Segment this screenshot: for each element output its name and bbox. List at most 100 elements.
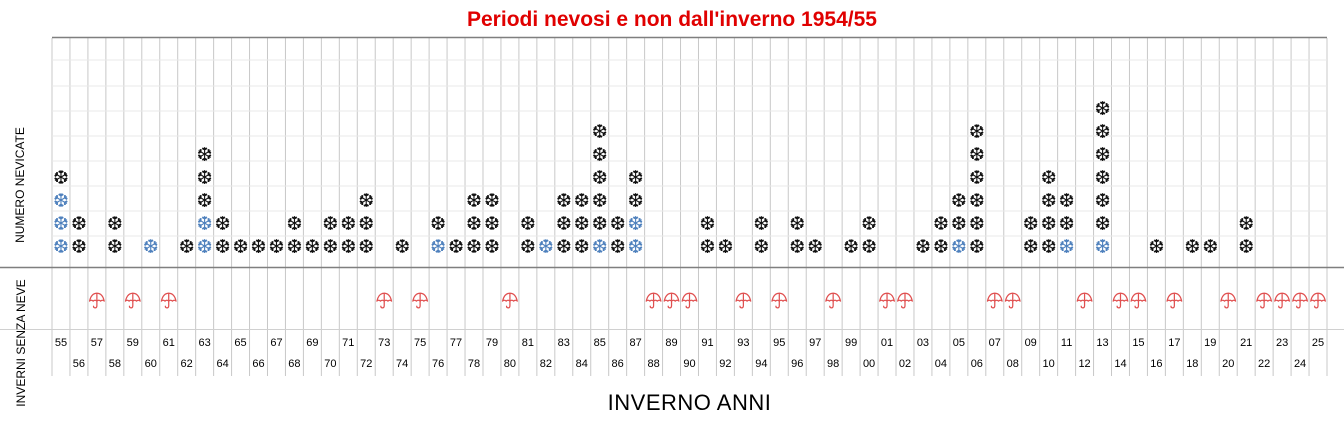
x-tick-label: 65 bbox=[234, 337, 246, 349]
snowflake-icon: ❆ bbox=[286, 236, 302, 258]
x-tick-label: 67 bbox=[270, 337, 282, 349]
x-tick-label: 11 bbox=[1061, 337, 1072, 349]
x-tick-label: 63 bbox=[199, 337, 211, 349]
snowflake-icon: ❆ bbox=[520, 213, 536, 235]
x-tick-label: 13 bbox=[1096, 337, 1108, 349]
snowflake-icon: ❆ bbox=[233, 236, 249, 258]
snowflake-icon: ❆ bbox=[1041, 190, 1057, 212]
snowflake-icon: ❆ bbox=[969, 236, 985, 258]
snowflake-icon: ❆ bbox=[1095, 167, 1111, 189]
umbrella-icon bbox=[663, 292, 680, 309]
chart-gridlines bbox=[51, 38, 1328, 376]
x-tick-label: 12 bbox=[1078, 358, 1090, 370]
snowflake-icon: ❆ bbox=[197, 144, 213, 166]
snowflake-icon: ❆ bbox=[286, 213, 302, 235]
x-tick-label: 94 bbox=[755, 358, 767, 370]
section-separators bbox=[0, 36, 1344, 330]
snowflake-icon: ❆ bbox=[53, 167, 69, 189]
x-tick-label: 79 bbox=[486, 337, 498, 349]
snowflake-icon: ❆ bbox=[538, 236, 554, 258]
umbrella-icon bbox=[88, 292, 105, 309]
x-tick-label: 05 bbox=[953, 337, 965, 349]
snowflake-icon: ❆ bbox=[71, 213, 87, 235]
x-tick-label: 04 bbox=[935, 358, 947, 370]
x-tick-label: 22 bbox=[1258, 358, 1270, 370]
x-tick-label: 88 bbox=[647, 358, 659, 370]
y-axis-label-snowless-winters: INVERNI SENZA NEVE bbox=[14, 279, 28, 407]
snowflake-icon: ❆ bbox=[322, 213, 338, 235]
snowflake-icon: ❆ bbox=[969, 144, 985, 166]
snowflake-icon: ❆ bbox=[53, 213, 69, 235]
x-tick-label: 98 bbox=[827, 358, 839, 370]
snowflake-icon: ❆ bbox=[1238, 213, 1254, 235]
snowflake-icon: ❆ bbox=[592, 236, 608, 258]
umbrella-icon bbox=[1112, 292, 1129, 309]
x-tick-label: 24 bbox=[1294, 358, 1306, 370]
snowflake-icon: ❆ bbox=[592, 190, 608, 212]
snowflake-icon: ❆ bbox=[1059, 213, 1075, 235]
x-tick-label: 10 bbox=[1043, 358, 1055, 370]
snowflake-icon: ❆ bbox=[1023, 213, 1039, 235]
x-tick-label: 75 bbox=[414, 337, 426, 349]
snowflake-icon: ❆ bbox=[107, 213, 123, 235]
snowflake-icon: ❆ bbox=[466, 190, 482, 212]
umbrella-icon bbox=[160, 292, 177, 309]
x-tick-label: 64 bbox=[216, 358, 228, 370]
snowflake-icon: ❆ bbox=[610, 236, 626, 258]
snowflake-icon: ❆ bbox=[574, 190, 590, 212]
snowflake-icon: ❆ bbox=[215, 236, 231, 258]
snowflake-icon: ❆ bbox=[556, 190, 572, 212]
snowfall-marks: ❆❆❆❆❆❆❆❆❆ ❆ ❆❆❆❆❆❆❆❆ ❆ ❆ ❆❆❆ ❆❆❆❆❆❆❆❆ ❆❆❆ ❆❆❆❆❆❆… bbox=[53, 98, 1254, 258]
snowflake-icon: ❆ bbox=[484, 213, 500, 235]
y-axis-label-snowfalls: NUMERO NEVICATE bbox=[13, 127, 27, 243]
snowflake-icon: ❆ bbox=[430, 236, 446, 258]
snowflake-icon: ❆ bbox=[304, 236, 320, 258]
x-tick-label: 61 bbox=[163, 337, 175, 349]
snowflake-icon: ❆ bbox=[789, 213, 805, 235]
x-tick-label: 20 bbox=[1222, 358, 1234, 370]
x-tick-label: 77 bbox=[450, 337, 462, 349]
x-tick-label: 01 bbox=[881, 337, 893, 349]
snowflake-icon: ❆ bbox=[628, 236, 644, 258]
x-tick-label: 84 bbox=[576, 358, 588, 370]
snowflake-icon: ❆ bbox=[807, 236, 823, 258]
snowflake-icon: ❆ bbox=[197, 236, 213, 258]
snowflake-icon: ❆ bbox=[610, 213, 626, 235]
chart-title: Periodi nevosi e non dall'inverno 1954/5… bbox=[467, 8, 877, 31]
snowflake-icon: ❆ bbox=[1041, 167, 1057, 189]
umbrella-icon bbox=[771, 292, 788, 309]
x-tick-label: 72 bbox=[360, 358, 372, 370]
umbrella-icon bbox=[1310, 292, 1326, 309]
x-tick-label: 62 bbox=[181, 358, 193, 370]
x-tick-label: 78 bbox=[468, 358, 480, 370]
x-tick-label: 83 bbox=[558, 337, 570, 349]
snowflake-icon: ❆ bbox=[1095, 236, 1111, 258]
snowflake-icon: ❆ bbox=[340, 236, 356, 258]
x-tick-label: 57 bbox=[91, 337, 103, 349]
snowflake-icon: ❆ bbox=[1041, 236, 1057, 258]
x-tick-label: 95 bbox=[773, 337, 785, 349]
x-tick-label: 58 bbox=[109, 358, 121, 370]
x-tick-label: 15 bbox=[1132, 337, 1144, 349]
x-axis-title: INVERNO ANNI bbox=[607, 390, 772, 415]
snowflake-icon: ❆ bbox=[107, 236, 123, 258]
x-tick-label: 99 bbox=[845, 337, 857, 349]
snowflake-icon: ❆ bbox=[143, 236, 159, 258]
x-tick-label: 00 bbox=[863, 358, 875, 370]
x-tick-label: 86 bbox=[612, 358, 624, 370]
x-tick-label: 56 bbox=[73, 358, 85, 370]
x-tick-label: 02 bbox=[899, 358, 911, 370]
x-tick-label: 85 bbox=[594, 337, 606, 349]
snowflake-icon: ❆ bbox=[861, 236, 877, 258]
snowflake-icon: ❆ bbox=[556, 236, 572, 258]
snowflake-icon: ❆ bbox=[251, 236, 267, 258]
snowflake-icon: ❆ bbox=[717, 236, 733, 258]
x-tick-label: 90 bbox=[683, 358, 695, 370]
snowflake-icon: ❆ bbox=[753, 236, 769, 258]
x-tick-label: 59 bbox=[127, 337, 139, 349]
snowflake-icon: ❆ bbox=[789, 236, 805, 258]
x-tick-label: 17 bbox=[1168, 337, 1180, 349]
x-tick-label: 81 bbox=[522, 337, 534, 349]
x-tick-label: 25 bbox=[1312, 337, 1324, 349]
